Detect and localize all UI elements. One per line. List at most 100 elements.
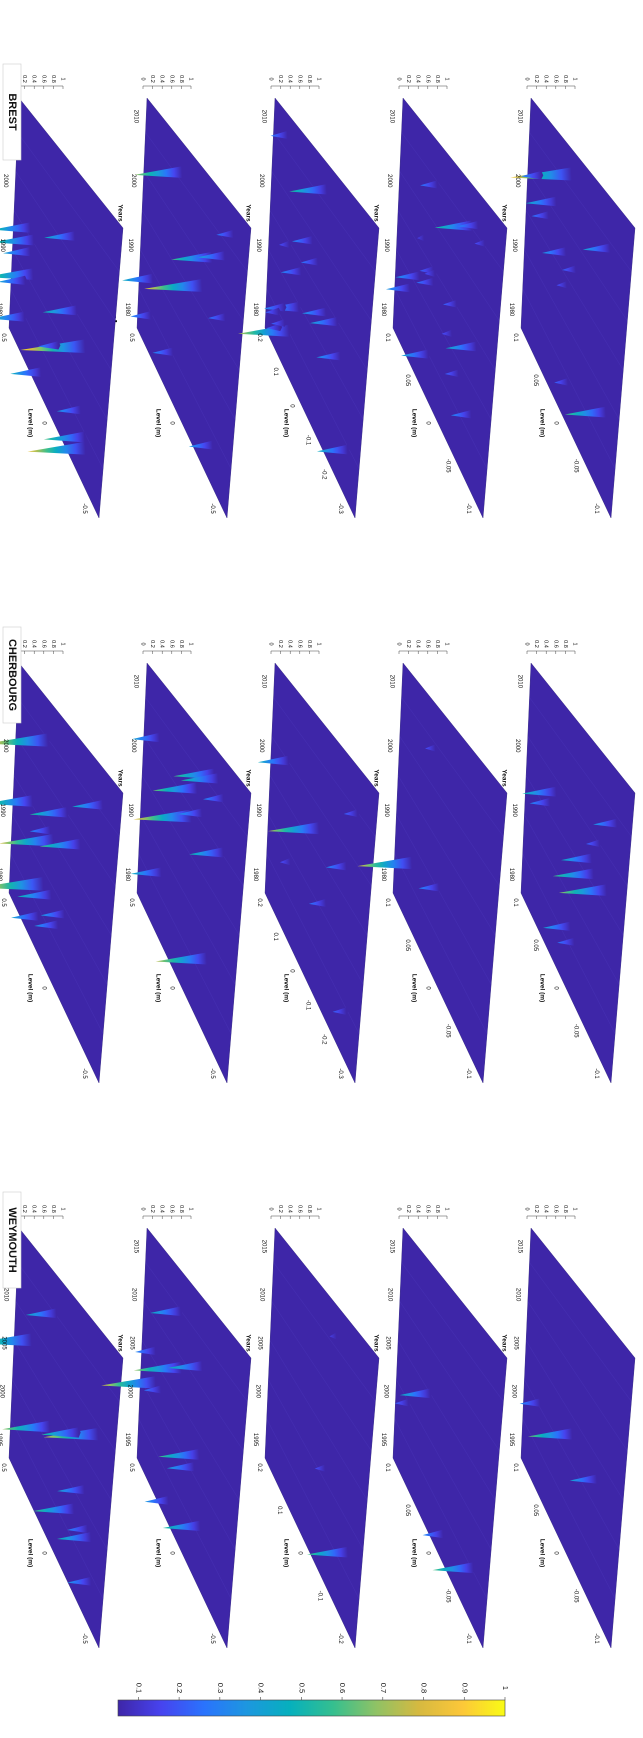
data-peak	[291, 235, 315, 245]
year-tick-label: 2000	[0, 1385, 4, 1399]
y-axis-label: Level (m)	[410, 1539, 417, 1568]
surface-ridge	[524, 249, 620, 420]
data-peak	[582, 243, 612, 253]
data-peak	[569, 1474, 599, 1484]
z-tick-label: 0.6	[40, 640, 46, 648]
data-peak	[264, 303, 287, 312]
colorbar-tick-label: 0.4	[257, 1683, 266, 1693]
colorbar-bar	[117, 1699, 506, 1717]
surface-ridge	[399, 736, 500, 886]
row-label-brest: BREST	[2, 63, 22, 161]
level-tick-label: -0.1	[317, 1591, 323, 1602]
z-tick-label: 0.4	[159, 1205, 165, 1213]
data-peak	[11, 911, 41, 921]
year-tick-label: 2010	[131, 1288, 137, 1302]
level-tick-label: 0.5	[0, 333, 6, 342]
data-peak	[238, 324, 292, 337]
data-peak	[385, 283, 412, 293]
z-tick-label: 0.2	[533, 1205, 539, 1213]
year-tick-label: 1980	[380, 303, 386, 317]
year-tick-label: 1990	[383, 804, 389, 818]
data-peak	[0, 268, 36, 280]
data-peak	[442, 299, 459, 308]
z-tick-label: 0.2	[149, 75, 155, 83]
year-tick-label: 2005	[512, 1336, 518, 1350]
x-axis-label: Years	[116, 204, 123, 222]
level-tick-label: 0.1	[272, 368, 278, 377]
data-peak	[72, 800, 105, 810]
z-tick-label: 0.2	[533, 640, 539, 648]
year-tick-label: 2000	[514, 739, 520, 753]
level-tick-label: 0	[552, 1551, 558, 1555]
panel-weymouth-3: 0 0.2 0.4 0.6 0.8 120152010200520001995Years0…	[244, 1205, 380, 1649]
surface-floor	[8, 662, 124, 1084]
x-axis-label: Years	[244, 769, 251, 787]
z-tick-label: 0.2	[149, 640, 155, 648]
row-labels: BREST CHERBOURG WEYMOUTH	[2, 63, 22, 1289]
z-tick-label: 0.8	[178, 640, 184, 648]
data-peak	[42, 305, 79, 316]
surface-ridge	[529, 132, 632, 272]
data-peak	[0, 733, 50, 747]
year-tick-label: 2000	[130, 174, 136, 188]
colorbar-tick-label: 1	[501, 1686, 510, 1690]
colorbar-tick-label: 0.3	[216, 1683, 225, 1693]
data-peak	[144, 279, 204, 292]
surface-ridge	[141, 775, 240, 936]
z-tick-label: 0.4	[415, 75, 421, 83]
data-peak	[41, 1427, 81, 1438]
z-tick-label: 0.6	[552, 75, 558, 83]
data-peak	[216, 229, 236, 238]
surface-ridge	[522, 288, 616, 469]
y-axis-label: Level (m)	[282, 974, 289, 1003]
z-tick-label: 0.6	[296, 75, 302, 83]
level-tick-label: -0.05	[445, 1024, 451, 1038]
data-peak	[424, 269, 437, 277]
z-tick-label: 1	[60, 1207, 66, 1210]
year-tick-label: 1980	[252, 303, 258, 317]
panel-brest-3: 0 0.2 0.4 0.6 0.8 12010200019901980Years0.20.…	[238, 75, 380, 519]
x-axis-label: Years	[372, 769, 379, 787]
level-tick-label: 0.5	[0, 898, 6, 907]
z-tick-label: 1	[188, 642, 194, 645]
year-tick-label: 1980	[380, 868, 386, 882]
level-tick-label: 0	[552, 421, 558, 425]
x-axis-label: Years	[500, 769, 507, 787]
z-tick-label: 0.8	[434, 75, 440, 83]
level-tick-label: -0.05	[573, 1589, 579, 1603]
year-tick-label: 1990	[383, 239, 389, 253]
surface-floor	[136, 97, 252, 519]
data-peak	[144, 1495, 171, 1505]
level-tick-label: 0	[296, 1551, 302, 1555]
panel-brest-5: 0 0.2 0.4 0.6 0.8 12010200019901980Years0.10.…	[500, 75, 636, 519]
panel-cherbourg-3: 0 0.2 0.4 0.6 0.8 12010200019901980Years0.20.…	[244, 640, 380, 1084]
z-tick-label: 1	[444, 77, 450, 80]
x-axis-label: Years	[372, 204, 379, 222]
row-label-box	[2, 1191, 22, 1289]
colorbar: 0.1 0.2 0.3 0.4 0.5 0.6 0.7 0.8 0.9 1	[117, 1683, 510, 1717]
level-tick-label: 0.05	[404, 374, 410, 386]
data-peak	[542, 247, 568, 256]
z-tick-label: 1	[60, 77, 66, 80]
y-axis-label: Level (m)	[410, 409, 417, 438]
z-tick-label: 0	[140, 1207, 146, 1210]
z-tick-label: 1	[188, 1207, 194, 1210]
surface-ridge	[396, 1379, 492, 1550]
z-tick-label: 0.2	[21, 640, 27, 648]
z-tick-label: 1	[316, 642, 322, 645]
surface-ridge	[524, 814, 620, 985]
surface-floor	[392, 1227, 508, 1649]
data-peak	[0, 877, 46, 891]
level-tick-label: 0.1	[272, 933, 278, 942]
year-tick-label: 1995	[380, 1433, 386, 1447]
level-tick-label: 0	[168, 986, 174, 990]
z-tick-label: 0	[396, 642, 402, 645]
z-tick-label: 0.6	[424, 75, 430, 83]
data-peak	[556, 281, 569, 289]
data-peak	[394, 1398, 411, 1407]
year-tick-label: 2005	[384, 1336, 390, 1350]
panel-cherbourg-1: 00.20.40.60.812010200019901980Years0.50-…	[0, 640, 124, 1084]
z-tick-label: 0.4	[159, 640, 165, 648]
year-tick-label: 2010	[515, 1288, 521, 1302]
level-tick-label: -0.3	[337, 503, 343, 514]
